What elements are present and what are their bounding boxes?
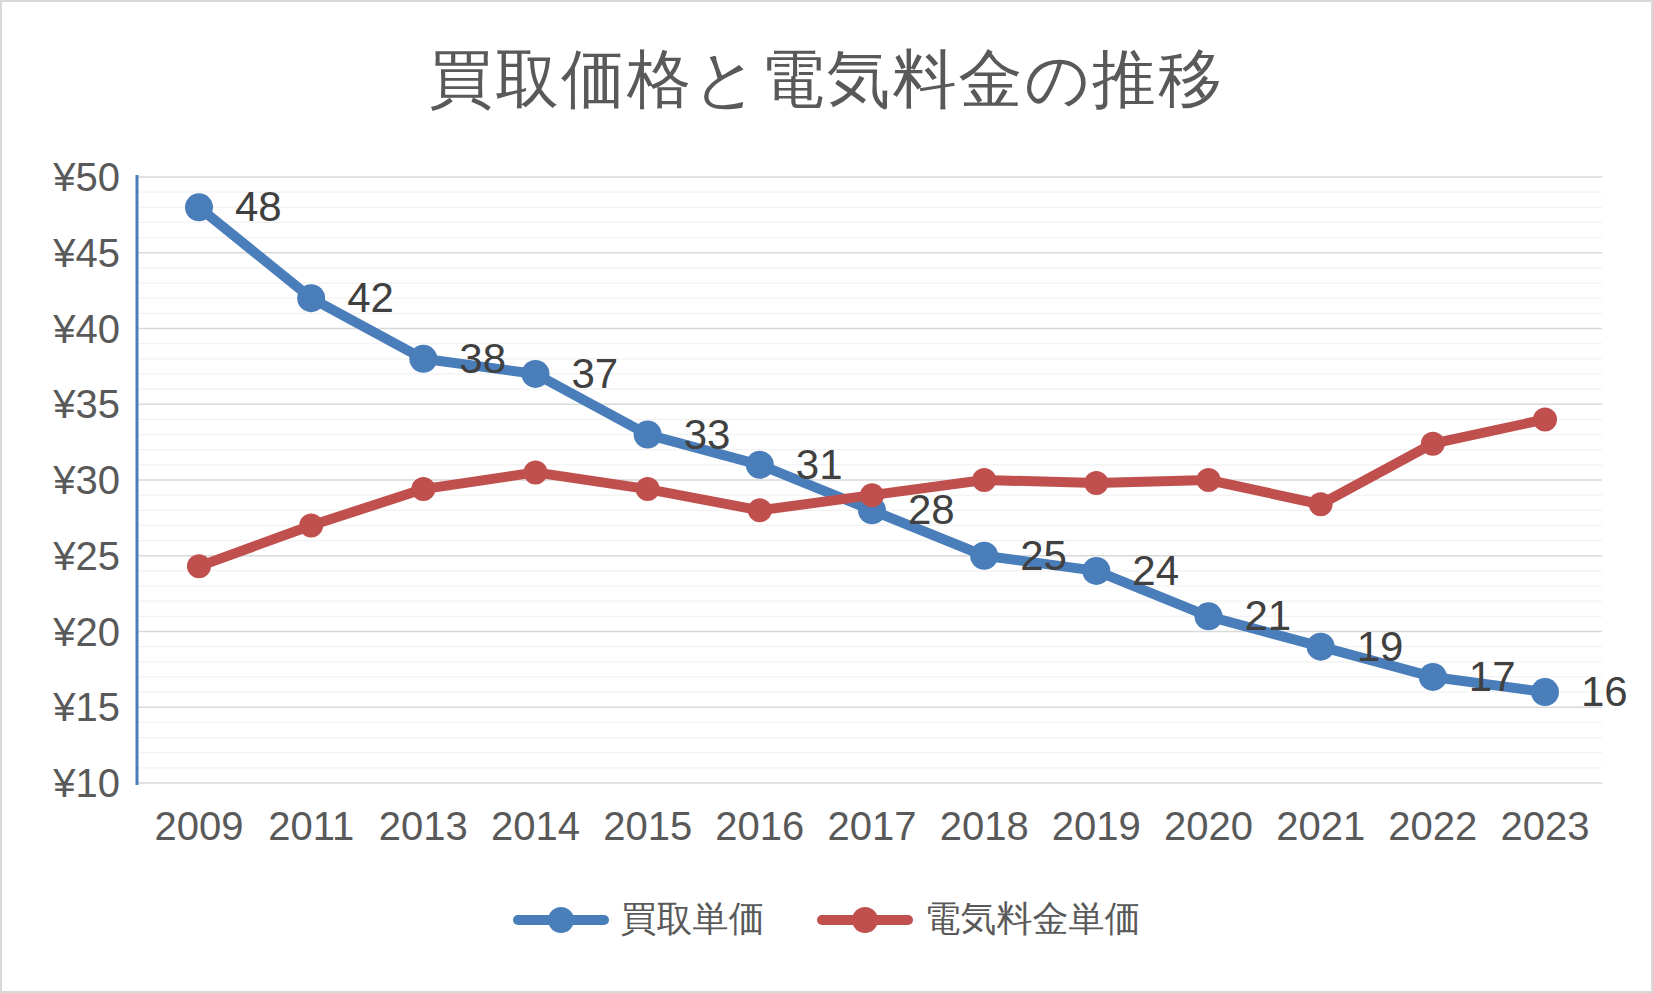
series-0-data-label: 37 bbox=[572, 350, 619, 397]
series-1-point bbox=[972, 468, 996, 492]
line-chart-plot: ¥10 ¥15 ¥20 ¥25 ¥30 ¥35 ¥40 ¥45 ¥50 2009 2011 2013 2… bbox=[2, 2, 1653, 993]
series-0-data-label: 48 bbox=[235, 183, 282, 230]
x-tick-label: 2018 bbox=[940, 804, 1029, 848]
x-tick-label: 2009 bbox=[155, 804, 244, 848]
x-tick-label: 2015 bbox=[603, 804, 692, 848]
series-1-point bbox=[524, 460, 548, 484]
series-0-point bbox=[409, 345, 437, 373]
y-tick-label: ¥35 bbox=[52, 382, 120, 426]
y-tick-label: ¥20 bbox=[52, 610, 120, 654]
series-1-point bbox=[411, 477, 435, 501]
series-0-data-label: 42 bbox=[347, 274, 394, 321]
legend-item-0: 買取単価 bbox=[513, 895, 765, 944]
y-tick-label: ¥30 bbox=[52, 458, 120, 502]
y-tick-label: ¥40 bbox=[52, 307, 120, 351]
series-0-data-label: 16 bbox=[1581, 668, 1628, 715]
legend-item-1: 電気料金単価 bbox=[817, 895, 1141, 944]
series-1-point bbox=[748, 498, 772, 522]
x-tick-label: 2016 bbox=[715, 804, 804, 848]
series-1-point bbox=[860, 483, 884, 507]
series-1-point bbox=[299, 513, 323, 537]
series-1-point bbox=[1533, 407, 1557, 431]
series-0-point bbox=[1195, 602, 1223, 630]
x-tick-label: 2020 bbox=[1164, 804, 1253, 848]
chart-legend: 買取単価 電気料金単価 bbox=[2, 895, 1651, 944]
series-0-point bbox=[1307, 633, 1335, 661]
series-0-point bbox=[522, 360, 550, 388]
series-0-point bbox=[970, 542, 998, 570]
x-tick-label: 2023 bbox=[1501, 804, 1590, 848]
series-0-data-label: 19 bbox=[1357, 623, 1404, 670]
series-0-point bbox=[1419, 663, 1447, 691]
x-tick-label: 2014 bbox=[491, 804, 580, 848]
x-tick-label: 2022 bbox=[1388, 804, 1477, 848]
y-tick-label: ¥10 bbox=[52, 761, 120, 805]
series-0-point bbox=[1082, 557, 1110, 585]
legend-line-marker-icon bbox=[817, 907, 913, 933]
series-0-point bbox=[634, 421, 662, 449]
x-tick-label: 2019 bbox=[1052, 804, 1141, 848]
legend-label-0: 買取単価 bbox=[621, 895, 765, 944]
series-1-point bbox=[636, 477, 660, 501]
series-0-data-label: 17 bbox=[1469, 653, 1516, 700]
series-0-point bbox=[297, 284, 325, 312]
series-0-data-label: 38 bbox=[459, 335, 506, 382]
series-1-point bbox=[187, 554, 211, 578]
series-0-data-label: 33 bbox=[684, 411, 731, 458]
x-tick-label: 2017 bbox=[828, 804, 917, 848]
legend-dot-icon bbox=[852, 907, 878, 933]
chart-canvas: 買取価格と電気料金の推移 ¥10¥15¥20¥25¥30¥35¥40¥45¥50… bbox=[0, 0, 1653, 993]
series-0-data-label: 31 bbox=[796, 441, 843, 488]
x-tick-label: 2021 bbox=[1276, 804, 1365, 848]
x-tick-label: 2013 bbox=[379, 804, 468, 848]
series-1-point bbox=[1084, 471, 1108, 495]
series-1-point bbox=[1197, 468, 1221, 492]
series-0-point bbox=[746, 451, 774, 479]
series-0-data-label: 24 bbox=[1132, 547, 1179, 594]
series-0-data-label: 25 bbox=[1020, 532, 1067, 579]
legend-dot-icon bbox=[548, 907, 574, 933]
y-tick-label: ¥25 bbox=[52, 534, 120, 578]
y-tick-label: ¥50 bbox=[52, 155, 120, 199]
series-0-point bbox=[1531, 678, 1559, 706]
series-0-point bbox=[185, 193, 213, 221]
series-0-data-label: 21 bbox=[1245, 592, 1292, 639]
x-tick-label: 2011 bbox=[268, 804, 354, 848]
legend-label-1: 電気料金単価 bbox=[925, 895, 1141, 944]
legend-line-marker-icon bbox=[513, 907, 609, 933]
series-1-point bbox=[1421, 432, 1445, 456]
series-1-point bbox=[1309, 492, 1333, 516]
y-tick-label: ¥15 bbox=[52, 685, 120, 729]
y-tick-label: ¥45 bbox=[52, 231, 120, 275]
